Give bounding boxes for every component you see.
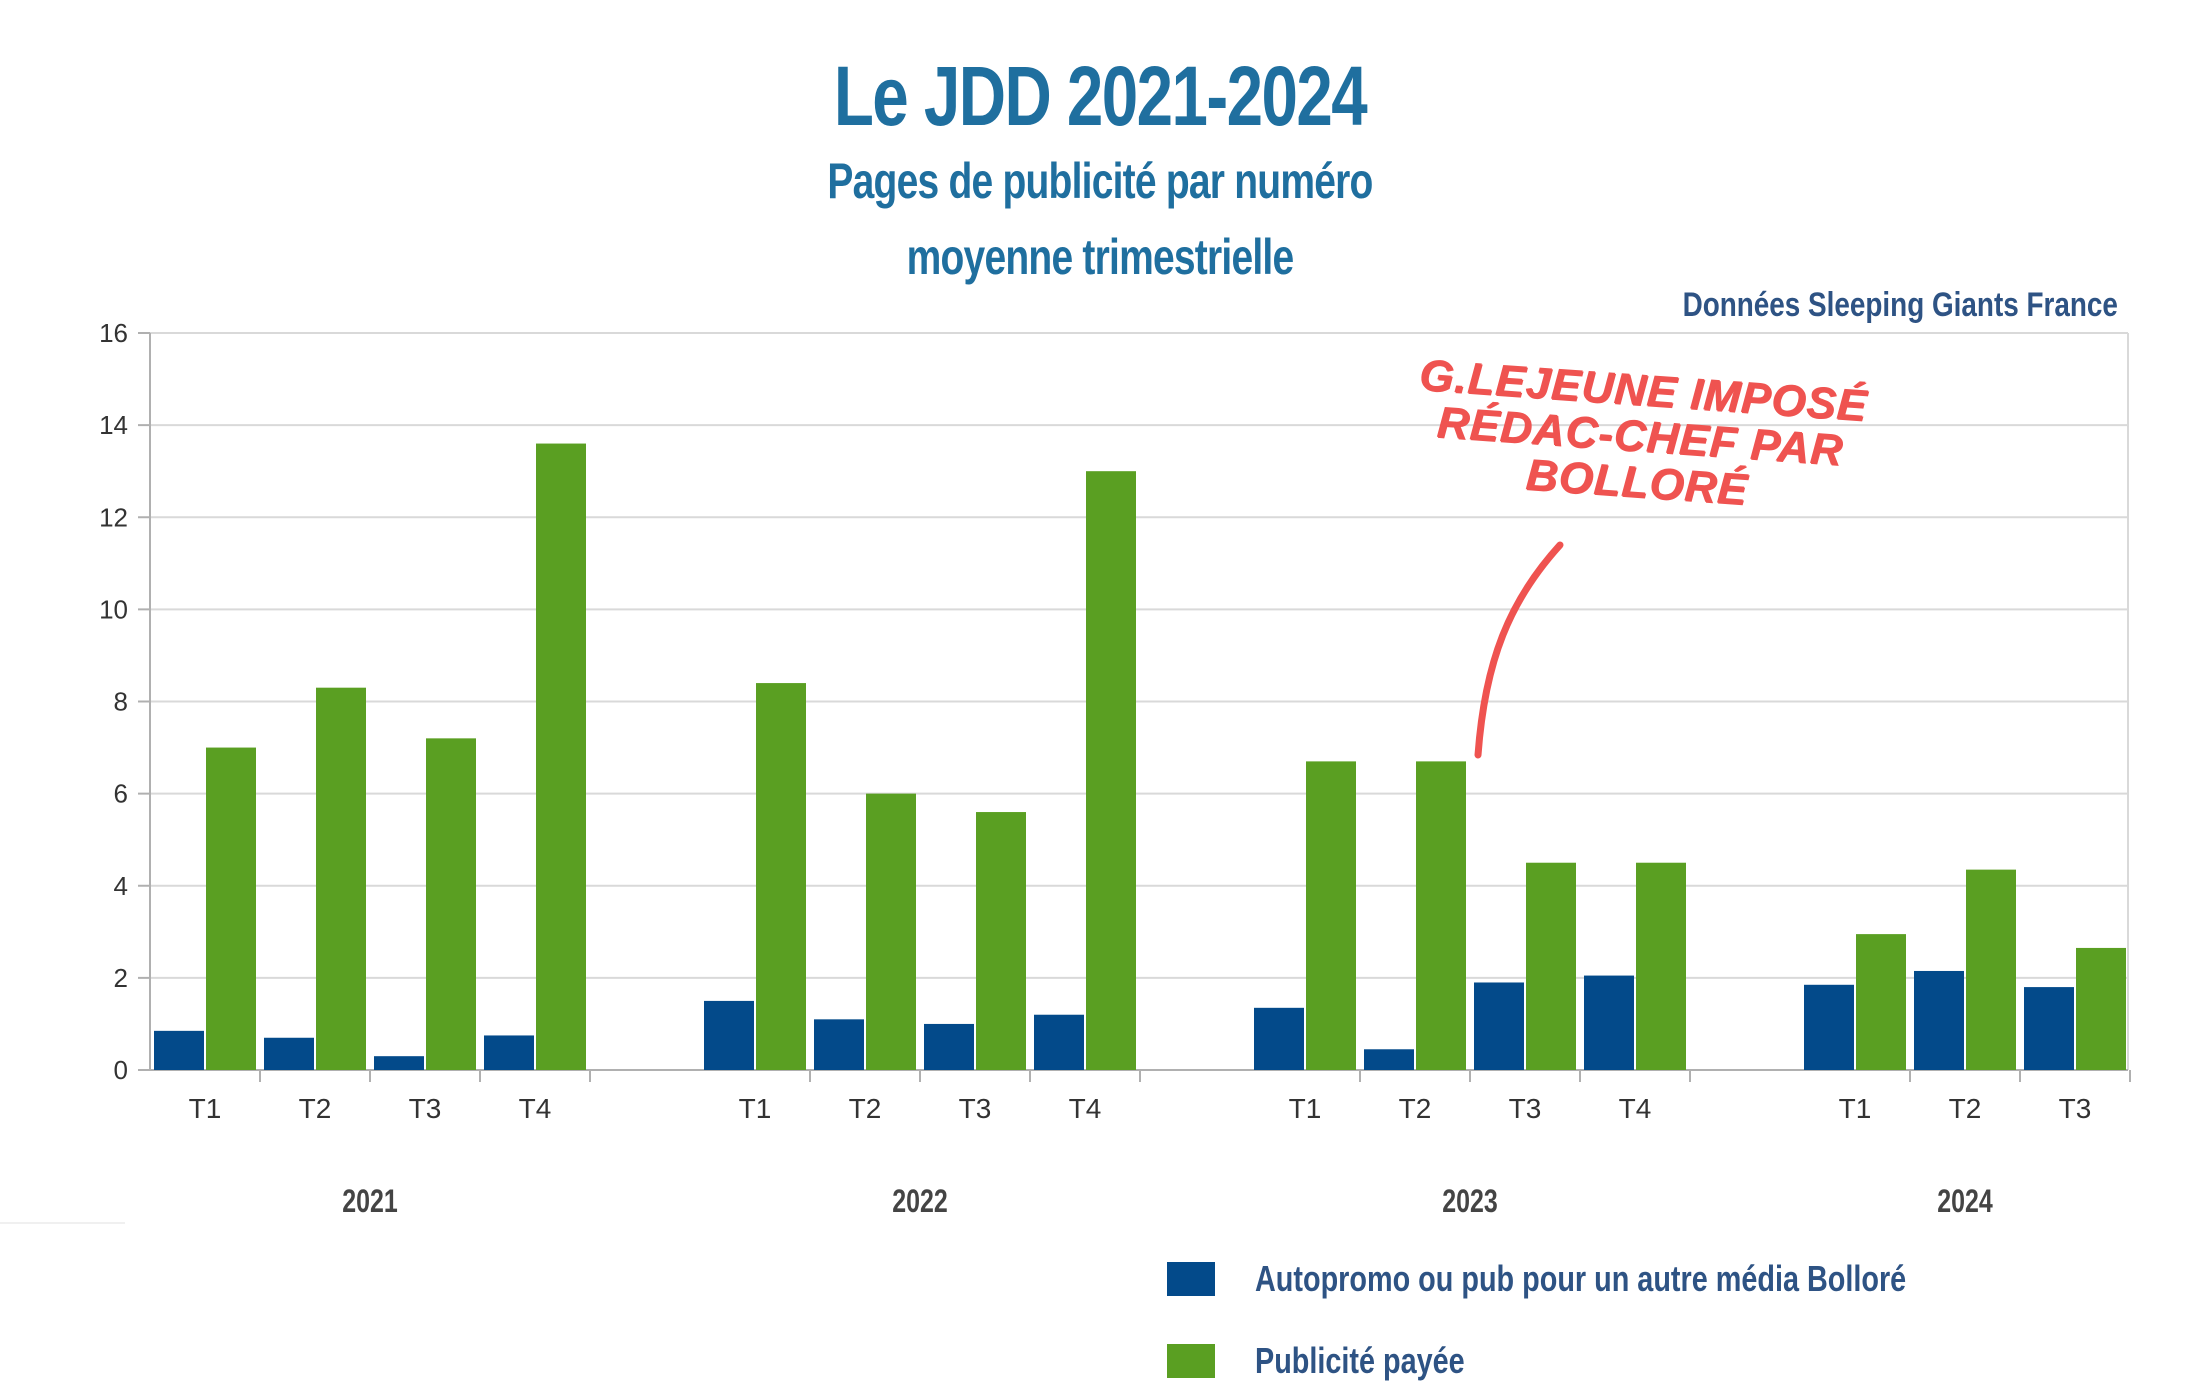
- x-tick-label: T2: [299, 1093, 332, 1124]
- bar-autopromo-2022-T3: [924, 1023, 974, 1070]
- legend-swatch-autopromo: [1167, 1262, 1215, 1296]
- x-tick-label: T4: [519, 1093, 552, 1124]
- annotation-arrow: [1474, 541, 1564, 759]
- legend-label-payee: Publicité payée: [1255, 1340, 1465, 1381]
- y-tick-label: 4: [114, 871, 128, 901]
- y-tick-label: 14: [99, 410, 128, 440]
- x-group-label: 2024: [1937, 1184, 1993, 1220]
- y-tick-label: 0: [114, 1055, 128, 1085]
- chart-subtitle-line1: Pages de publicité par numéro: [827, 153, 1373, 209]
- bar-payee-2024-T2: [1966, 869, 2016, 1070]
- x-tick-label: T1: [1839, 1093, 1872, 1124]
- x-group-label: 2023: [1442, 1184, 1498, 1220]
- x-tick-label: T3: [409, 1093, 442, 1124]
- bar-autopromo-2022-T2: [814, 1019, 864, 1070]
- bar-payee-2021-T1: [206, 747, 256, 1070]
- bar-autopromo-2024-T1: [1804, 984, 1854, 1070]
- bar-payee-2021-T2: [316, 687, 366, 1070]
- bar-autopromo-2021-T3: [374, 1056, 424, 1070]
- chart-title: Le JDD 2021-2024: [833, 49, 1368, 143]
- legend-item-autopromo: Autopromo ou pub pour un autre média Bol…: [1167, 1258, 2069, 1300]
- bar-autopromo-2023-T4: [1584, 975, 1634, 1070]
- y-tick-label: 6: [114, 779, 128, 809]
- bar-payee-2023-T1: [1306, 761, 1356, 1070]
- y-tick-label: 10: [99, 594, 128, 624]
- x-group-label: 2021: [342, 1184, 398, 1220]
- bar-autopromo-2024-T3: [2024, 987, 2074, 1070]
- bar-payee-2021-T3: [426, 738, 476, 1070]
- bar-payee-2023-T2: [1416, 761, 1466, 1070]
- bar-payee-2023-T4: [1636, 862, 1686, 1070]
- legend-swatch-payee: [1167, 1344, 1215, 1378]
- data-source: Données Sleeping Giants France: [1682, 286, 2118, 324]
- bar-autopromo-2021-T1: [154, 1030, 204, 1070]
- x-tick-label: T1: [1289, 1093, 1322, 1124]
- y-tick-label: 16: [99, 318, 128, 348]
- x-tick-label: T2: [1949, 1093, 1982, 1124]
- x-tick-label: T3: [1509, 1093, 1542, 1124]
- x-tick-label: T2: [849, 1093, 882, 1124]
- bar-autopromo-2023-T2: [1364, 1049, 1414, 1070]
- x-tick-label: T4: [1069, 1093, 1102, 1124]
- chart-subtitle-line2: moyenne trimestrielle: [906, 229, 1295, 285]
- bar-autopromo-2024-T2: [1914, 970, 1964, 1070]
- bar-payee-2022-T3: [976, 812, 1026, 1070]
- bar-payee-2023-T3: [1526, 862, 1576, 1070]
- x-tick-label: T3: [2059, 1093, 2092, 1124]
- bar-autopromo-2023-T3: [1474, 982, 1524, 1070]
- y-tick-label: 2: [114, 963, 128, 993]
- bar-autopromo-2022-T1: [704, 1000, 754, 1070]
- bar-payee-2024-T3: [2076, 947, 2126, 1070]
- y-tick-label: 8: [114, 687, 128, 717]
- bar-autopromo-2022-T4: [1034, 1014, 1084, 1070]
- bar-payee-2021-T4: [536, 443, 586, 1070]
- bar-payee-2022-T2: [866, 793, 916, 1070]
- x-group-label: 2022: [892, 1184, 948, 1220]
- bar-payee-2024-T1: [1856, 934, 1906, 1070]
- legend-label-autopromo: Autopromo ou pub pour un autre média Bol…: [1255, 1258, 1907, 1299]
- x-tick-label: T1: [739, 1093, 772, 1124]
- x-tick-label: T4: [1619, 1093, 1652, 1124]
- legend-item-payee: Publicité payée: [1167, 1340, 1517, 1382]
- bar-payee-2022-T1: [756, 683, 806, 1070]
- bar-autopromo-2021-T4: [484, 1035, 534, 1070]
- x-tick-label: T3: [959, 1093, 992, 1124]
- bar-autopromo-2021-T2: [264, 1037, 314, 1070]
- y-tick-label: 12: [99, 502, 128, 532]
- corner-divider: [0, 1222, 125, 1224]
- bar-payee-2022-T4: [1086, 471, 1136, 1070]
- x-tick-label: T1: [189, 1093, 222, 1124]
- bar-autopromo-2023-T1: [1254, 1007, 1304, 1070]
- x-tick-label: T2: [1399, 1093, 1432, 1124]
